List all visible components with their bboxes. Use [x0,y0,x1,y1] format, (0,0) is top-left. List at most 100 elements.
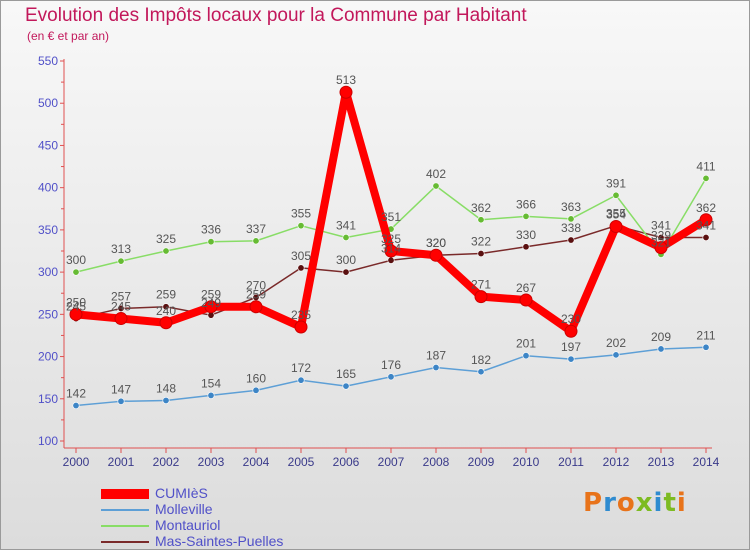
x-tick-label: 2012 [603,455,630,469]
data-point [477,250,485,258]
logo-letter: o [616,488,636,518]
data-label: 402 [426,167,446,181]
y-tick-label: 250 [38,307,58,321]
data-point [519,293,533,307]
data-point [702,174,710,182]
data-label: 201 [516,337,536,351]
data-label: 267 [516,281,536,295]
data-point [342,268,350,276]
data-point [72,268,80,276]
legend-swatch [101,509,149,511]
data-point [159,316,173,330]
data-point [657,233,665,241]
data-point [702,343,710,351]
data-point [342,382,350,390]
data-point [117,397,125,405]
data-point [297,222,305,230]
data-point [567,215,575,223]
data-label: 202 [606,336,626,350]
x-tick-label: 2008 [423,455,450,469]
data-point [612,351,620,359]
legend-label: Molleville [155,501,213,517]
data-label: 336 [201,223,221,237]
data-label: 329 [651,229,671,243]
x-tick-label: 2007 [378,455,405,469]
data-label: 366 [516,197,536,211]
data-point [117,257,125,265]
data-point [522,212,530,220]
data-label: 363 [561,200,581,214]
data-label: 230 [561,312,581,326]
data-label: 305 [291,249,311,263]
data-point [387,256,395,264]
data-label: 325 [156,232,176,246]
proxiti-logo: Proxiti [583,488,687,518]
series-mas-saintes-puelles [72,222,710,323]
logo-letter: P [583,488,604,518]
data-label: 391 [606,176,626,190]
data-point [294,320,308,334]
data-point [702,233,710,241]
chart-title: Evolution des Impôts locaux pour la Comm… [25,5,527,26]
data-label: 259 [246,288,266,302]
data-label: 197 [561,340,581,354]
x-tick-label: 2013 [648,455,675,469]
data-label: 320 [426,236,446,250]
data-label: 240 [156,304,176,318]
data-point [432,364,440,372]
x-tick-label: 2009 [468,455,495,469]
data-label: 313 [111,242,131,256]
data-point [162,247,170,255]
data-point [207,238,215,246]
data-label: 187 [426,349,446,363]
data-point [162,396,170,404]
legend-swatch [101,541,149,543]
data-label: 245 [111,300,131,314]
y-tick-label: 350 [38,223,58,237]
y-tick-label: 450 [38,138,58,152]
series-cumi-s [69,85,713,338]
data-point [477,216,485,224]
data-label: 259 [201,288,221,302]
data-point [657,345,665,353]
data-label: 322 [471,235,491,249]
data-point [252,386,260,394]
series-layer [69,85,713,410]
data-label: 147 [111,382,131,396]
data-point [474,290,488,304]
data-point [204,300,218,314]
x-tick-label: 2000 [63,455,90,469]
legend-swatch [101,489,149,499]
logo-letter: x [635,488,654,518]
data-label: 362 [471,201,491,215]
y-tick-label: 400 [38,181,58,195]
data-label: 354 [606,208,626,222]
data-point [612,191,620,199]
legend-label: Montauriol [155,517,221,533]
data-label: 172 [291,361,311,375]
data-label: 211 [696,328,715,342]
data-point [207,391,215,399]
data-label: 165 [336,367,356,381]
logo-letter: i [653,488,664,518]
data-point [252,237,260,245]
x-tick-label: 2014 [693,455,720,469]
data-point [384,244,398,258]
data-label: 271 [471,278,491,292]
data-point [162,303,170,311]
data-point [429,248,443,262]
x-tick-label: 2003 [198,455,225,469]
y-tick-label: 300 [38,265,58,279]
data-point [564,324,578,338]
series-montauriol [72,174,710,276]
data-label: 351 [381,210,401,224]
data-point [699,213,713,227]
data-label: 411 [696,159,715,173]
x-tick-label: 2004 [243,455,270,469]
data-label: 337 [246,222,266,236]
x-tick-label: 2006 [333,455,360,469]
data-label: 182 [471,353,491,367]
data-label: 160 [246,371,266,385]
